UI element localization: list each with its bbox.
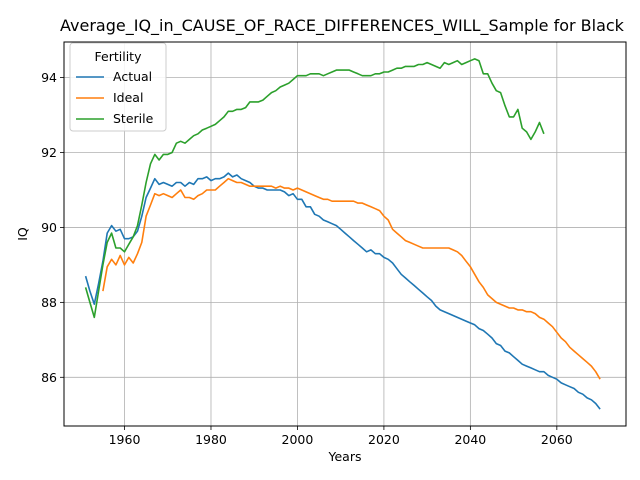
legend-entries: Actual Ideal Sterile [76,69,154,126]
y-axis-label: IQ [15,227,30,241]
legend-box [69,42,167,132]
x-tick-label: 1980 [195,432,227,447]
y-tick-label: 90 [41,220,57,235]
x-tick-label: 1960 [109,432,141,447]
x-tick-label: 2000 [282,432,314,447]
y-axis-ticks: 86 88 90 92 94 [41,70,64,385]
x-tick-label: 2060 [541,432,573,447]
x-tick-label: 2020 [368,432,400,447]
series-line-ideal [102,177,601,380]
grid [64,42,626,426]
series-line-sterile [84,58,545,319]
chart-title: Average_IQ_in_CAUSE_OF_RACE_DIFFERENCES_… [60,16,625,36]
legend-label-actual: Actual [113,69,152,84]
legend-title: Fertility [95,49,143,64]
legend: Fertility Actual Ideal Sterile [69,42,167,132]
legend-label-sterile: Sterile [113,111,154,126]
y-tick-label: 88 [41,295,57,310]
y-tick-label: 94 [41,70,57,85]
legend-label-ideal: Ideal [113,90,143,105]
x-axis-ticks: 1960 1980 2000 2020 2040 2060 [109,426,573,447]
y-tick-label: 92 [41,145,57,160]
x-tick-label: 2040 [454,432,486,447]
series-line-actual [84,172,601,410]
x-axis-label: Years [328,449,362,464]
y-tick-label: 86 [41,370,57,385]
plot-frame [63,41,627,427]
series-lines [84,58,601,410]
